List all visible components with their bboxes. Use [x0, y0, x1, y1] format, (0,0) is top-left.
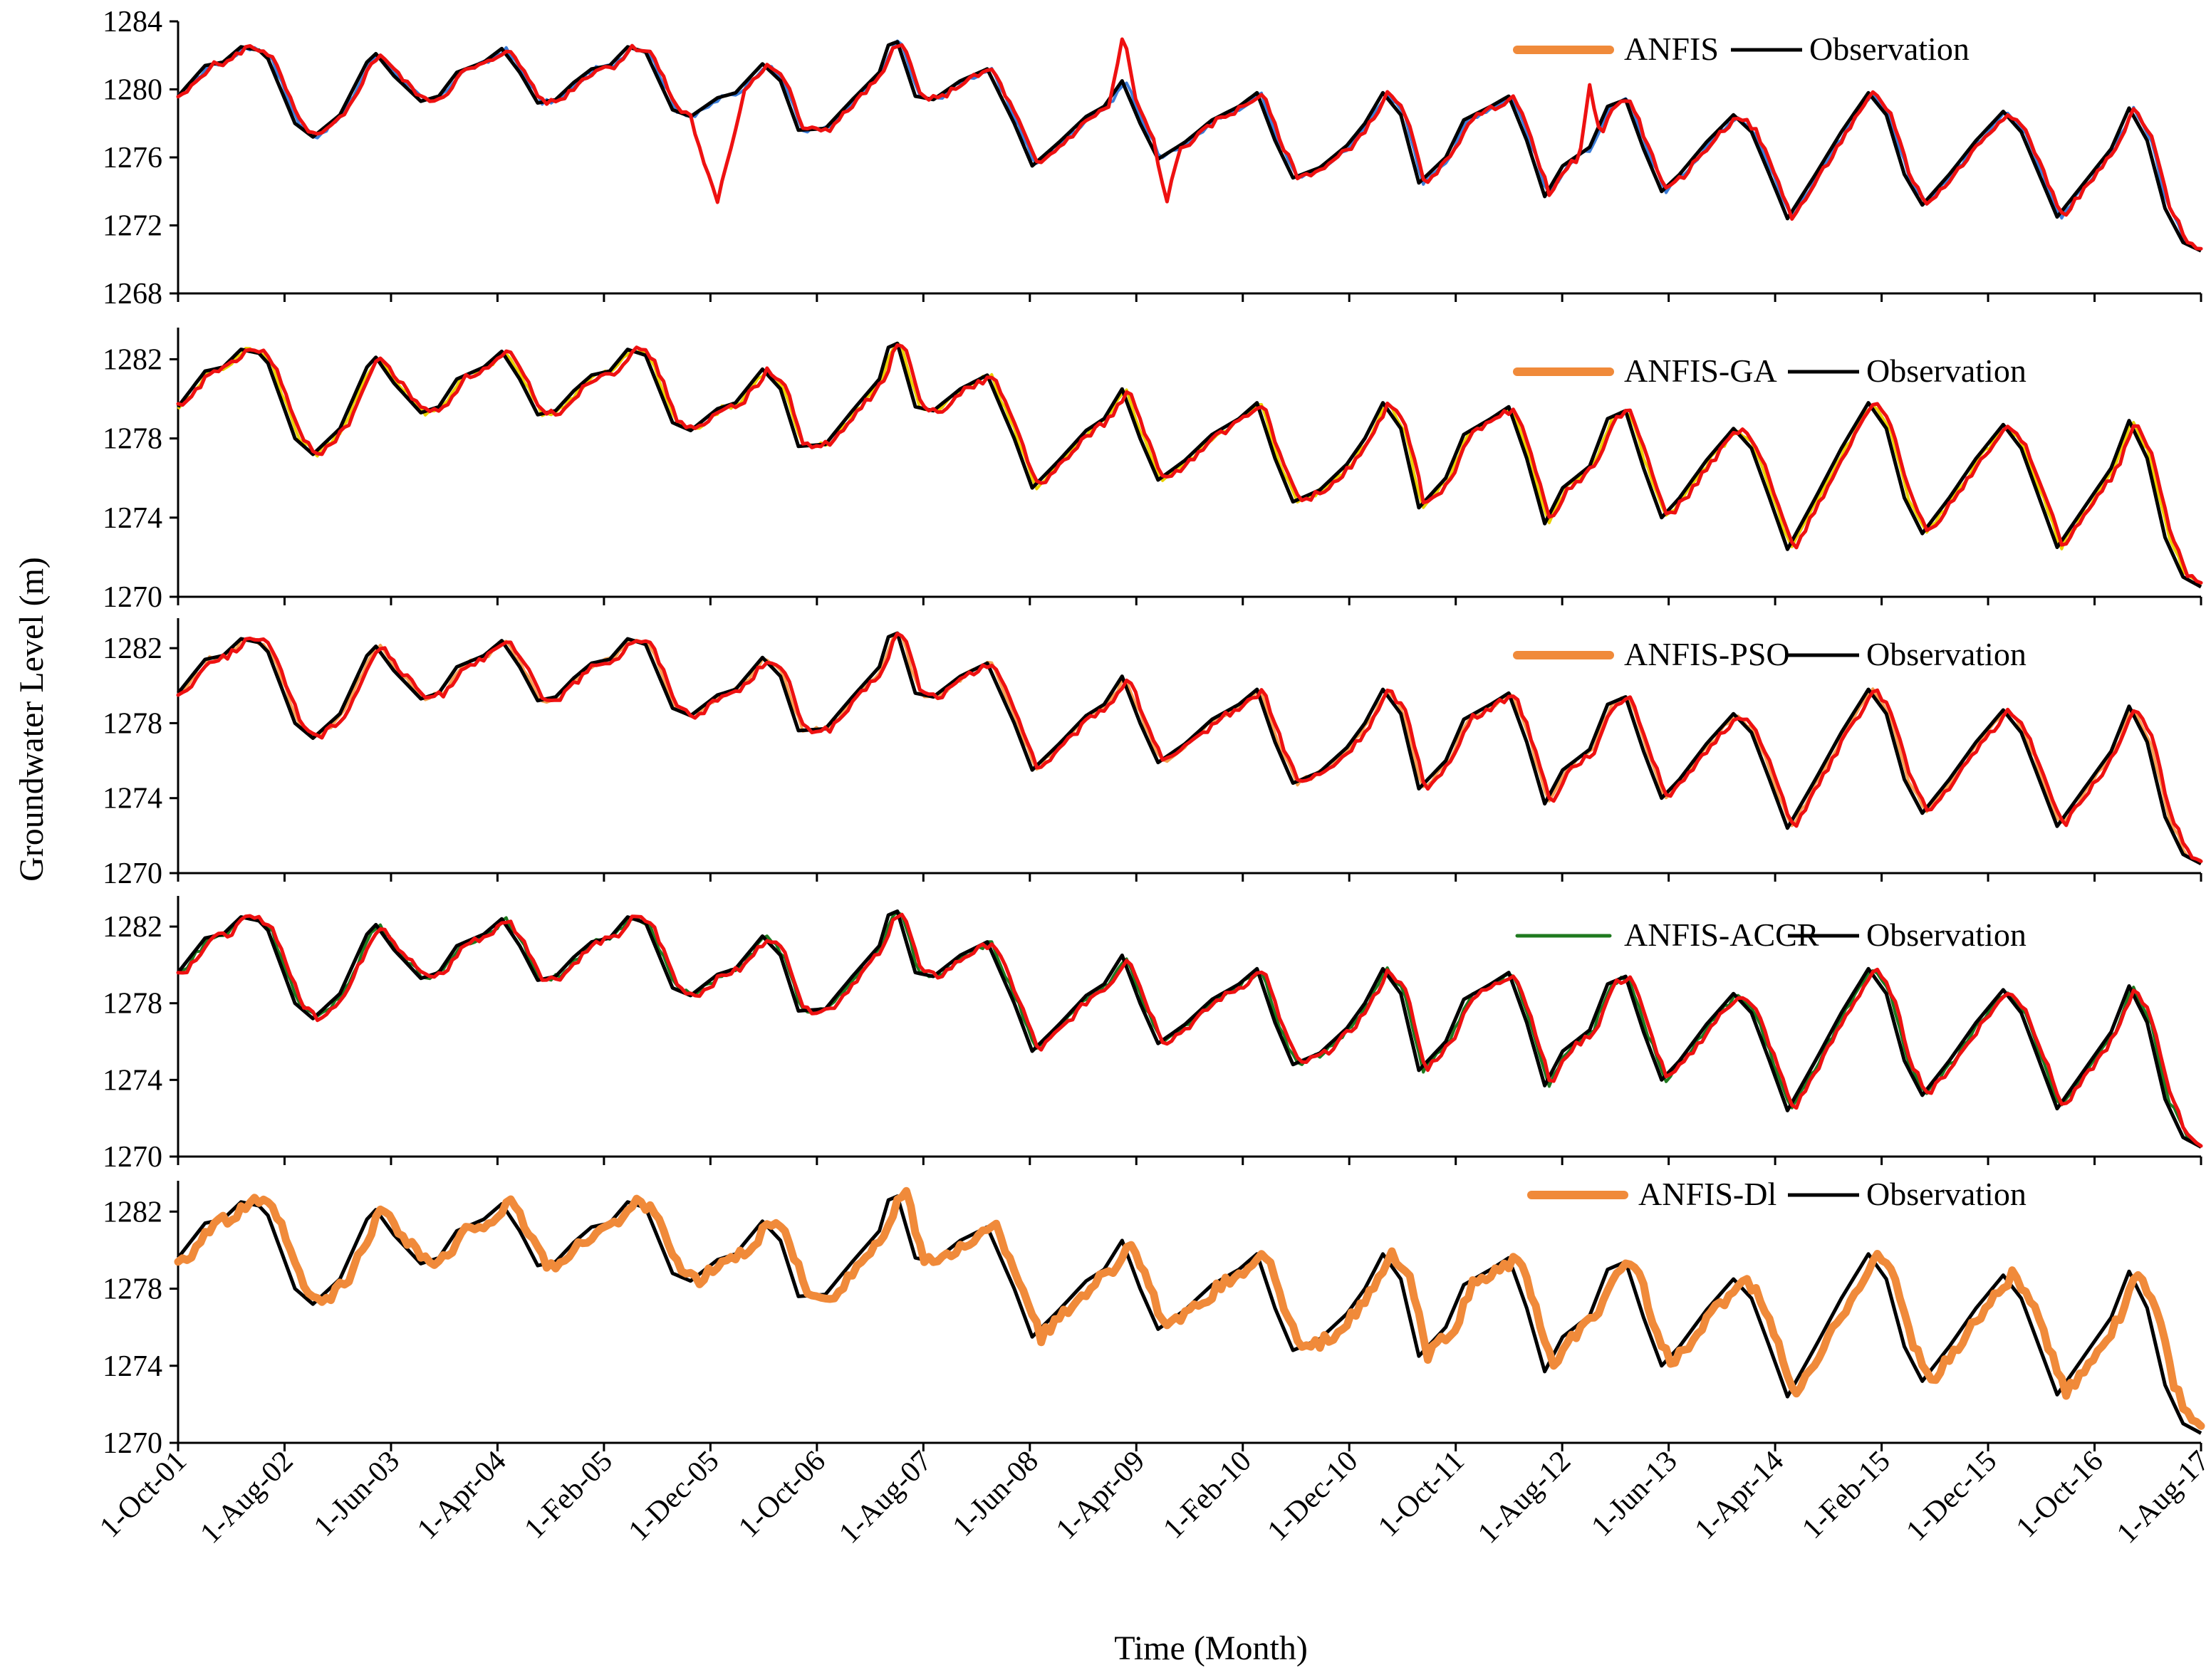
y-tick-label: 1284: [103, 6, 162, 38]
panel-1: 1268 1272 1276 1280 1284 ANFIS Observation: [103, 6, 2203, 311]
y-axis-title: Groundwater Level (m): [13, 557, 51, 882]
series-prediction-line: [176, 912, 2203, 1148]
series-prediction-line: [176, 37, 2203, 251]
y-tick-label: 1276: [103, 142, 162, 174]
y-tick-label: 1282: [103, 632, 162, 665]
y-tick-label: 1282: [103, 1196, 162, 1228]
panel-5: 1270 1274 1278 1282 ANFIS-Dl Observation: [103, 1176, 2205, 1460]
y-tick-label: 1274: [103, 1064, 162, 1097]
y-tick-label: 1274: [103, 783, 162, 815]
panel-2: 1270 1274 1278 1282 ANFIS-GA Observation: [103, 328, 2203, 614]
panel-4: 1270 1274 1278 1282 ANFIS-ACCR Observation: [103, 896, 2203, 1174]
series-prediction-line: [174, 1186, 2205, 1430]
legend-label-model: ANFIS-ACCR: [1624, 917, 1819, 953]
y-tick-label: 1278: [103, 1273, 162, 1306]
series-observation-line: [177, 909, 2202, 1149]
y-tick-label: 1270: [103, 581, 162, 614]
legend-label-observation: Observation: [1809, 31, 1970, 67]
y-tick-label: 1270: [103, 1141, 162, 1174]
y-tick-label: 1268: [103, 278, 162, 311]
panel-3: 1270 1274 1278 1282 ANFIS-PSO Observation: [103, 618, 2203, 890]
legend-label-model: ANFIS: [1624, 31, 1719, 67]
y-tick-label: 1270: [103, 857, 162, 890]
series-observation-line: [177, 341, 2202, 589]
legend-label-model: ANFIS-Dl: [1638, 1176, 1776, 1212]
x-axis-title: Time (Month): [1114, 1629, 1308, 1667]
legend-label-observation: Observation: [1866, 917, 2027, 953]
series-prediction-line: [176, 343, 2203, 585]
y-tick-label: 1282: [103, 911, 162, 944]
series-observation-line: [177, 40, 2202, 253]
legend-label-observation: Observation: [1866, 353, 2027, 389]
y-tick-label: 1272: [103, 210, 162, 243]
y-tick-label: 1282: [103, 343, 162, 376]
legend-label-model: ANFIS-GA: [1624, 353, 1777, 389]
y-tick-label: 1274: [103, 502, 162, 535]
y-tick-label: 1278: [103, 707, 162, 740]
y-tick-label: 1278: [103, 988, 162, 1021]
series-observation-line: [177, 631, 2202, 866]
legend-label-model: ANFIS-PSO: [1624, 636, 1790, 672]
y-tick-label: 1274: [103, 1350, 162, 1383]
y-tick-label: 1278: [103, 423, 162, 456]
series-prediction-line: [176, 632, 2203, 863]
y-tick-label: 1270: [103, 1427, 162, 1460]
legend-label-observation: Observation: [1866, 1176, 2027, 1212]
y-tick-label: 1280: [103, 74, 162, 107]
legend-label-observation: Observation: [1866, 636, 2027, 672]
